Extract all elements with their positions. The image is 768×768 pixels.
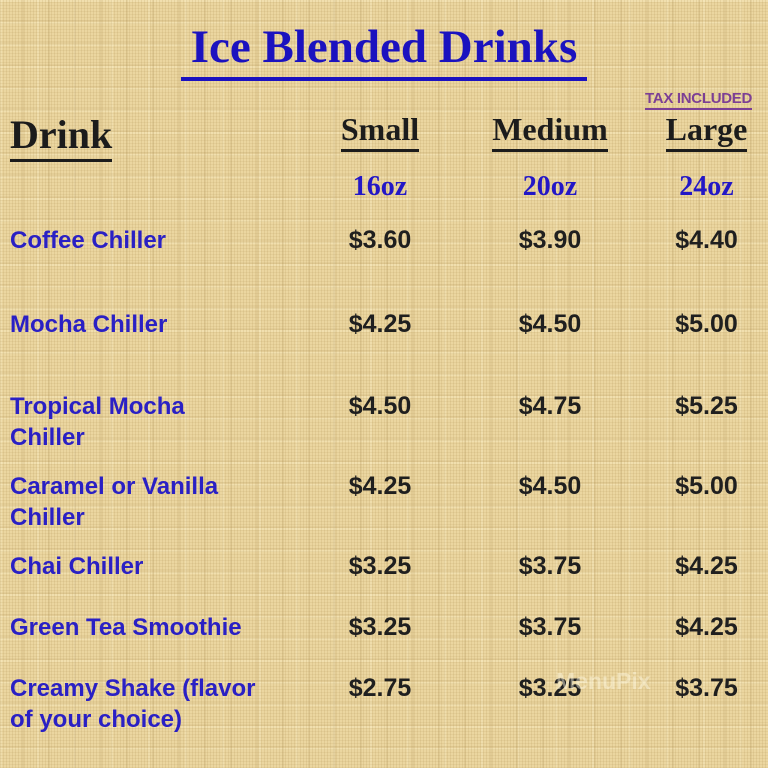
table-sizes-row: 16oz 20oz 24oz xyxy=(0,165,768,225)
price-large: $4.25 xyxy=(675,612,738,641)
column-header-large-text: Large xyxy=(665,111,748,152)
price-large: $4.25 xyxy=(675,551,738,580)
table-row: Green Tea Smoothie $3.25 $3.75 $4.25 xyxy=(0,612,768,673)
price-large: $5.00 xyxy=(675,471,738,500)
table-row: Coffee Chiller $3.60 $3.90 $4.40 xyxy=(0,225,768,309)
page-title: Ice Blended Drinks xyxy=(0,0,768,81)
price-medium: $3.90 xyxy=(518,225,582,254)
table-row: Creamy Shake (flavor of your choice) $2.… xyxy=(0,673,768,765)
drink-name: Green Tea Smoothie xyxy=(10,613,242,641)
column-header-small: Small xyxy=(305,111,455,165)
price-medium: $4.50 xyxy=(518,309,582,338)
drink-name: Chai Chiller xyxy=(10,552,144,580)
price-medium: $4.50 xyxy=(518,471,582,500)
column-header-medium: Medium xyxy=(455,111,645,165)
price-small: $2.75 xyxy=(348,673,412,702)
price-medium: $4.75 xyxy=(518,391,582,420)
size-small-oz: 16oz xyxy=(352,170,408,202)
drink-name: Tropical Mocha Chiller xyxy=(10,392,185,451)
price-medium: $3.75 xyxy=(518,551,582,580)
table-row: Mocha Chiller $4.25 $4.50 $5.00 xyxy=(0,309,768,391)
price-small: $3.25 xyxy=(348,612,412,641)
price-large: $4.40 xyxy=(675,225,738,254)
table-header-row: Drink Small Medium Large xyxy=(0,111,768,165)
size-medium-oz: 20oz xyxy=(522,170,578,202)
column-header-large: Large xyxy=(645,111,768,165)
column-header-drink: Drink xyxy=(0,111,305,165)
table-row: Tropical Mocha Chiller $4.50 $4.75 $5.25 xyxy=(0,391,768,471)
drink-name: Coffee Chiller xyxy=(10,226,167,254)
table-row: Caramel or Vanilla Chiller $4.25 $4.50 $… xyxy=(0,471,768,551)
price-small: $3.25 xyxy=(348,551,412,580)
price-large: $3.75 xyxy=(675,673,738,702)
price-medium: $3.25 xyxy=(518,673,582,702)
price-table: Drink Small Medium Large 16oz 20oz 24oz … xyxy=(0,111,768,765)
price-large: $5.25 xyxy=(675,391,738,420)
drink-name: Creamy Shake (flavor of your choice) xyxy=(10,674,256,733)
table-row: Chai Chiller $3.25 $3.75 $4.25 xyxy=(0,551,768,612)
column-header-small-text: Small xyxy=(340,111,420,152)
size-large-oz: 24oz xyxy=(679,170,734,202)
page-title-text: Ice Blended Drinks xyxy=(180,21,588,81)
sizes-row-spacer xyxy=(0,165,305,225)
tax-included-note: TAX INCLUDED xyxy=(645,90,752,110)
price-medium: $3.75 xyxy=(518,612,582,641)
price-small: $3.60 xyxy=(348,225,412,254)
price-small: $4.25 xyxy=(348,471,412,500)
price-small: $4.50 xyxy=(348,391,412,420)
drink-name: Mocha Chiller xyxy=(10,310,168,338)
column-header-drink-text: Drink xyxy=(10,111,113,162)
tax-included-text: TAX INCLUDED xyxy=(645,90,752,110)
price-large: $5.00 xyxy=(675,309,738,338)
column-header-medium-text: Medium xyxy=(492,111,608,152)
drink-name: Caramel or Vanilla Chiller xyxy=(10,472,219,531)
price-small: $4.25 xyxy=(348,309,412,338)
